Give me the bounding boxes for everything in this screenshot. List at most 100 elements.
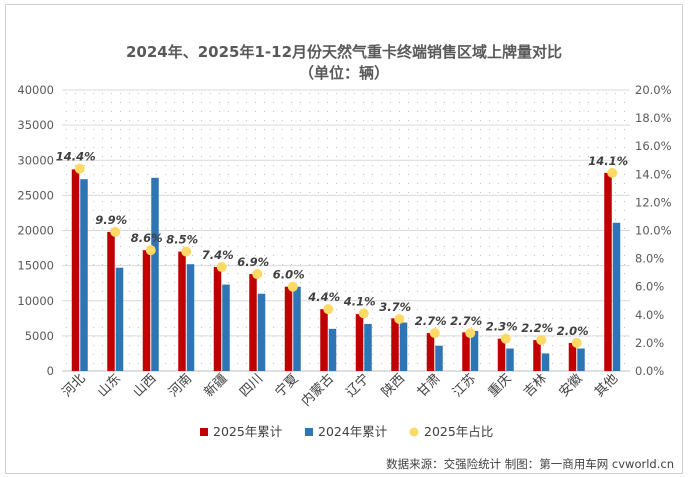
- bar-2025-0: [71, 169, 80, 371]
- bar-2025-1: [107, 231, 115, 371]
- chart-subtitle: （单位：辆）: [298, 64, 389, 82]
- share-marker-13: [536, 335, 547, 346]
- bar-2024-5: [257, 293, 266, 371]
- bar-2024-3: [186, 264, 195, 371]
- left-axis-tick-label: 5000: [25, 329, 54, 343]
- share-data-label-11: 2.7%: [450, 314, 482, 328]
- left-axis-tick-label: 10000: [17, 294, 54, 308]
- x-axis-category-label: 吉林: [521, 371, 550, 400]
- x-axis-category-label: 重庆: [485, 371, 515, 401]
- share-marker-11: [465, 328, 476, 339]
- share-marker-4: [216, 262, 227, 273]
- x-axis-category-label: 山东: [95, 371, 124, 400]
- bar-2025-5: [249, 274, 257, 371]
- share-marker-14: [571, 337, 582, 348]
- left-axis-tick-label: 40000: [17, 83, 54, 97]
- legend-swatch-2024: [305, 428, 313, 436]
- right-axis-tick-label: 2.0%: [635, 336, 664, 350]
- bar-2024-0: [80, 179, 88, 371]
- share-data-label-13: 2.2%: [521, 321, 553, 335]
- share-data-label-5: 6.9%: [237, 255, 269, 269]
- share-marker-7: [323, 304, 334, 315]
- x-axis-category-label: 山西: [131, 371, 160, 400]
- x-axis-category-label: 宁夏: [272, 371, 302, 401]
- share-data-label-2: 8.6%: [131, 231, 163, 245]
- bar-2025-4: [213, 267, 222, 371]
- x-axis-category-label: 江苏: [449, 371, 479, 401]
- bar-2025-8: [355, 314, 364, 371]
- legend-label-2024: 2024年累计: [318, 424, 387, 439]
- x-axis-category-label: 河北: [60, 371, 89, 400]
- share-data-label-14: 2.0%: [557, 324, 589, 338]
- x-axis-category-label: 新疆: [201, 371, 231, 401]
- share-marker-9: [394, 314, 405, 325]
- bar-2025-11: [462, 332, 470, 371]
- x-axis-category-label: 内蒙古: [298, 371, 337, 410]
- right-axis-tick-label: 18.0%: [635, 111, 672, 125]
- bar-2024-6: [293, 286, 301, 371]
- share-data-label-3: 8.5%: [166, 233, 198, 247]
- x-axis-category-label: 陕西: [379, 371, 408, 400]
- share-data-label-7: 4.4%: [307, 290, 340, 304]
- share-marker-6: [287, 281, 298, 292]
- bar-2024-13: [541, 353, 550, 371]
- left-axis-tick-label: 20000: [17, 224, 54, 238]
- bar-2024-7: [328, 328, 337, 371]
- x-axis-category-label: 辽宁: [343, 371, 373, 401]
- x-axis-category-label: 其他: [592, 371, 621, 400]
- bar-2025-13: [533, 340, 541, 371]
- share-data-label-12: 2.3%: [486, 320, 518, 334]
- left-axis-tick-label: 0: [47, 364, 54, 378]
- share-marker-15: [607, 167, 618, 178]
- share-marker-1: [110, 226, 121, 237]
- share-data-label-6: 6.0%: [273, 268, 305, 282]
- x-axis-category-label: 甘肃: [415, 371, 444, 400]
- bar-2024-12: [506, 348, 514, 371]
- left-axis-tick-label: 25000: [17, 188, 54, 202]
- bar-2024-9: [399, 322, 408, 371]
- legend-label-2025: 2025年累计: [213, 424, 282, 439]
- chart-title: 2024年、2025年1-12月份天然气重卡终端销售区域上牌量对比: [125, 43, 563, 61]
- legend-swatch-2025: [200, 428, 208, 436]
- share-data-label-0: 14.4%: [56, 150, 96, 164]
- bar-2024-2: [151, 177, 159, 371]
- share-marker-3: [181, 246, 192, 257]
- share-marker-8: [358, 308, 369, 319]
- share-data-label-9: 3.7%: [379, 300, 411, 314]
- bar-2025-10: [426, 333, 435, 371]
- x-axis-category-label: 安徽: [557, 371, 586, 400]
- share-data-label-10: 2.7%: [415, 314, 447, 328]
- data-source-note: 数据来源：交强险统计 制图：第一商用车网 cvworld.cn: [386, 457, 674, 471]
- bar-2024-14: [577, 348, 585, 371]
- bar-2024-1: [115, 267, 124, 371]
- right-axis-tick-label: 20.0%: [635, 83, 672, 97]
- right-axis-tick-label: 10.0%: [635, 224, 672, 238]
- bar-2025-12: [497, 338, 506, 371]
- x-axis-category-label: 河南: [165, 371, 195, 401]
- share-data-label-4: 7.4%: [202, 248, 234, 262]
- share-marker-12: [500, 333, 511, 344]
- right-axis-tick-label: 6.0%: [635, 280, 664, 294]
- bar-2024-11: [470, 330, 479, 371]
- bar-2025-6: [284, 286, 293, 371]
- share-data-label-1: 9.9%: [95, 213, 127, 227]
- left-axis-tick-label: 35000: [17, 118, 54, 132]
- bar-2025-3: [178, 251, 186, 371]
- right-axis-tick-label: 4.0%: [635, 308, 664, 322]
- bar-2025-15: [604, 172, 612, 371]
- right-axis-tick-label: 0.0%: [635, 364, 664, 378]
- bar-2025-7: [320, 309, 328, 371]
- bar-2025-14: [568, 342, 577, 371]
- legend-label-share: 2025年占比: [424, 424, 493, 439]
- bar-2024-4: [222, 284, 230, 371]
- legend-swatch-share: [409, 427, 419, 437]
- bar-2024-8: [364, 323, 372, 371]
- right-axis-tick-label: 16.0%: [635, 139, 672, 153]
- bar-2025-2: [142, 250, 151, 371]
- share-marker-2: [145, 245, 156, 256]
- left-axis-tick-label: 30000: [17, 153, 54, 167]
- share-marker-10: [429, 328, 440, 339]
- share-data-label-8: 4.1%: [343, 294, 376, 308]
- x-axis-category-label: 四川: [237, 371, 266, 400]
